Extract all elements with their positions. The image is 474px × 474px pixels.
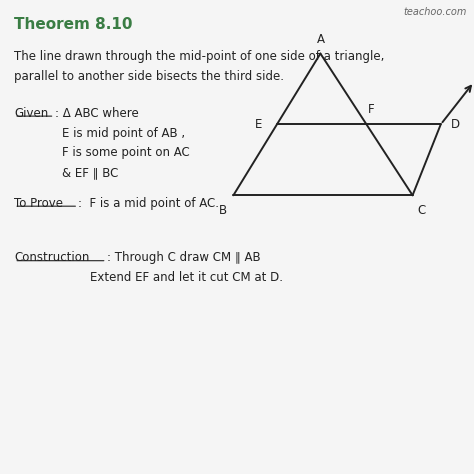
Text: E is mid point of AB ,: E is mid point of AB ,	[62, 127, 185, 139]
Text: A: A	[317, 33, 324, 46]
Text: F: F	[368, 103, 375, 116]
Text: Extend EF and let it cut CM at D.: Extend EF and let it cut CM at D.	[90, 271, 283, 284]
Text: Construction: Construction	[14, 251, 90, 264]
Text: teachoo.com: teachoo.com	[403, 7, 467, 17]
Text: E: E	[255, 118, 263, 131]
Text: : Δ ABC where: : Δ ABC where	[55, 107, 138, 119]
Text: :  F is a mid point of AC.: : F is a mid point of AC.	[78, 197, 219, 210]
Text: D: D	[451, 118, 460, 131]
Text: parallel to another side bisects the third side.: parallel to another side bisects the thi…	[14, 70, 284, 82]
Text: : Through C draw CM ∥ AB: : Through C draw CM ∥ AB	[107, 251, 260, 264]
Text: Theorem 8.10: Theorem 8.10	[14, 17, 133, 32]
Text: B: B	[219, 204, 227, 217]
Text: Given: Given	[14, 107, 48, 119]
Text: & EF ∥ BC: & EF ∥ BC	[62, 166, 118, 179]
Text: The line drawn through the mid-point of one side of a triangle,: The line drawn through the mid-point of …	[14, 50, 384, 63]
Text: F is some point on AC: F is some point on AC	[62, 146, 190, 159]
Text: To Prove: To Prove	[14, 197, 63, 210]
Text: C: C	[418, 204, 426, 217]
